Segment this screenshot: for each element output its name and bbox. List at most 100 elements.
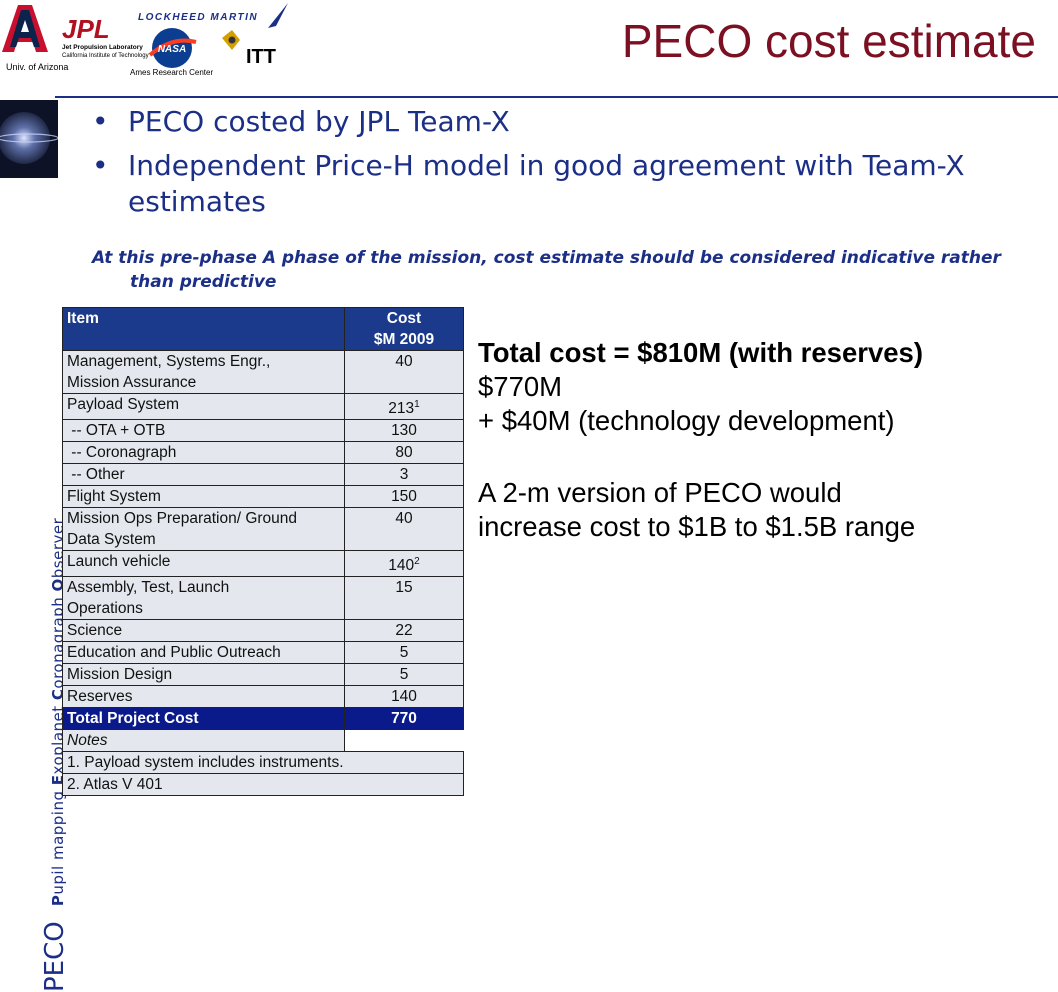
- row-cost: 22: [344, 619, 464, 643]
- row-cost-value: 40: [395, 353, 413, 370]
- row-item-line: Data System: [67, 531, 156, 549]
- row-item-line: -- OTA + OTB: [67, 422, 166, 440]
- table-row: Science 22: [62, 619, 464, 643]
- row-item-line: Science: [67, 622, 123, 640]
- row-item-line: Management, Systems Engr.,: [67, 353, 271, 370]
- sidebar-acronym: PECO: [40, 921, 70, 992]
- header-item: Item: [62, 307, 345, 351]
- table-notes-row: Notes: [62, 729, 464, 753]
- row-cost: 5: [344, 641, 464, 665]
- row-cost-footnote: 2: [414, 556, 420, 568]
- row-cost: 2131: [344, 392, 464, 421]
- table-total-row: Total Project Cost 770: [62, 707, 464, 731]
- bullet-text: Independent Price-H model in good agreem…: [128, 149, 965, 218]
- row-item-line: Mission Assurance: [67, 374, 197, 391]
- header-cost-line2: $M 2009: [373, 331, 435, 348]
- bullet-item: • PECO costed by JPL Team-X: [90, 104, 990, 140]
- bullet-item: • Independent Price-H model in good agre…: [90, 148, 990, 220]
- table-row: Payload System 2131: [62, 392, 464, 421]
- header-cost: Cost $M 2009: [344, 307, 464, 351]
- row-item: Flight System: [62, 485, 345, 509]
- row-item: Mission Design: [62, 663, 345, 687]
- summary-tech: + $40M (technology development): [478, 405, 895, 436]
- row-cost-value: 5: [399, 666, 409, 684]
- row-cost: 1402: [344, 550, 464, 578]
- jpl-wordmark: JPL: [62, 14, 110, 44]
- table-body: Management, Systems Engr., Mission Assura…: [62, 350, 464, 709]
- summary-total: Total cost = $810M (with reserves): [478, 337, 924, 368]
- table-row: Education and Public Outreach 5: [62, 641, 464, 665]
- row-item-line: Reserves: [67, 688, 133, 706]
- table-row: Management, Systems Engr., Mission Assura…: [62, 350, 464, 394]
- row-item: Science: [62, 619, 345, 643]
- arizona-logo: [2, 5, 48, 52]
- row-item: Management, Systems Engr., Mission Assura…: [62, 350, 345, 394]
- note-line: 2. Atlas V 401: [62, 773, 464, 797]
- table-note-row: 2. Atlas V 401: [62, 773, 464, 797]
- itt-logo: ITT: [222, 30, 276, 68]
- row-item-line: -- Coronagraph: [67, 444, 177, 462]
- sidebar-initial: P: [49, 894, 67, 907]
- row-item-line: Mission Design: [67, 666, 173, 684]
- table-row: Mission Ops Preparation/ Ground Data Syst…: [62, 507, 464, 552]
- bullet-text: PECO costed by JPL Team-X: [128, 105, 510, 138]
- table-row: -- OTA + OTB 130: [62, 419, 464, 443]
- table-row: -- Other 3: [62, 463, 464, 487]
- table-row: Launch vehicle 1402: [62, 550, 464, 578]
- row-item: -- Other: [62, 463, 345, 487]
- table-header-row: Item Cost $M 2009: [62, 307, 464, 351]
- row-cost: 15: [344, 576, 464, 621]
- table-row: Reserves 140: [62, 685, 464, 709]
- row-cost: 40: [344, 350, 464, 394]
- notes-label: Notes: [62, 729, 345, 753]
- caveat-note: At this pre-phase A phase of the mission…: [92, 248, 1001, 292]
- exoplanet-image: [0, 100, 58, 178]
- row-cost: 40: [344, 507, 464, 552]
- summary-base: $770M: [478, 371, 563, 402]
- ames-caption: Ames Research Center: [130, 68, 213, 77]
- row-cost: 3: [344, 463, 464, 487]
- row-cost-value: 3: [399, 466, 409, 484]
- row-cost: 150: [344, 485, 464, 509]
- total-cost: 770: [344, 707, 464, 731]
- itt-wordmark: ITT: [246, 46, 276, 68]
- row-cost-value: 5: [399, 644, 409, 662]
- row-cost: 5: [344, 663, 464, 687]
- row-item: -- Coronagraph: [62, 441, 345, 465]
- row-cost-footnote: 1: [414, 399, 420, 410]
- jpl-logo: JPL Jet Propulsion Laboratory California…: [62, 14, 149, 59]
- row-cost-value: 22: [395, 622, 413, 640]
- row-item-line: Mission Ops Preparation/ Ground: [67, 510, 298, 528]
- notes-empty-cell: [344, 729, 464, 752]
- row-item: Payload System: [62, 392, 345, 421]
- note-line: 1. Payload system includes instruments.: [62, 751, 464, 775]
- row-item: Launch vehicle: [62, 550, 345, 578]
- row-item-line: Payload System: [67, 396, 179, 413]
- jpl-sub1: Jet Propulsion Laboratory: [62, 44, 143, 51]
- cost-table-container: Item Cost $M 2009 Management, Systems Eng…: [62, 307, 464, 797]
- partner-logos-graphic: Univ. of Arizona JPL Jet Propulsion Labo…: [2, 3, 288, 77]
- sidebar-mission-label: PECO Pupil mapping Exoplanet Coronagraph…: [4, 212, 70, 992]
- bullet-dot: •: [92, 105, 109, 138]
- row-item-line: Education and Public Outreach: [67, 644, 281, 662]
- table-row: Assembly, Test, Launch Operations 15: [62, 576, 464, 621]
- row-cost-value: 40: [395, 510, 413, 528]
- row-cost-value: 140: [391, 688, 417, 706]
- nasa-wordmark: NASA: [158, 44, 186, 55]
- row-cost-value: 15: [395, 579, 413, 597]
- summary-2m-line2: increase cost to $1B to $1.5B range: [478, 511, 916, 542]
- lockheed-wordmark: LOCKHEED MARTIN: [138, 12, 258, 23]
- row-item-line: Launch vehicle: [67, 553, 171, 571]
- sidebar-word-rest: upil mapping: [49, 785, 67, 895]
- lockheed-logo: LOCKHEED MARTIN: [138, 3, 288, 28]
- header-cost-line1: Cost: [386, 310, 422, 327]
- row-item: -- OTA + OTB: [62, 419, 345, 443]
- arizona-caption: Univ. of Arizona: [6, 62, 68, 72]
- row-item-line: -- Other: [67, 466, 125, 484]
- row-item: Assembly, Test, Launch Operations: [62, 576, 345, 621]
- table-row: Flight System 150: [62, 485, 464, 509]
- bullet-dot: •: [92, 149, 109, 182]
- row-cost-value: 213: [388, 400, 415, 418]
- row-cost: 140: [344, 685, 464, 709]
- row-cost-value: 130: [391, 422, 417, 440]
